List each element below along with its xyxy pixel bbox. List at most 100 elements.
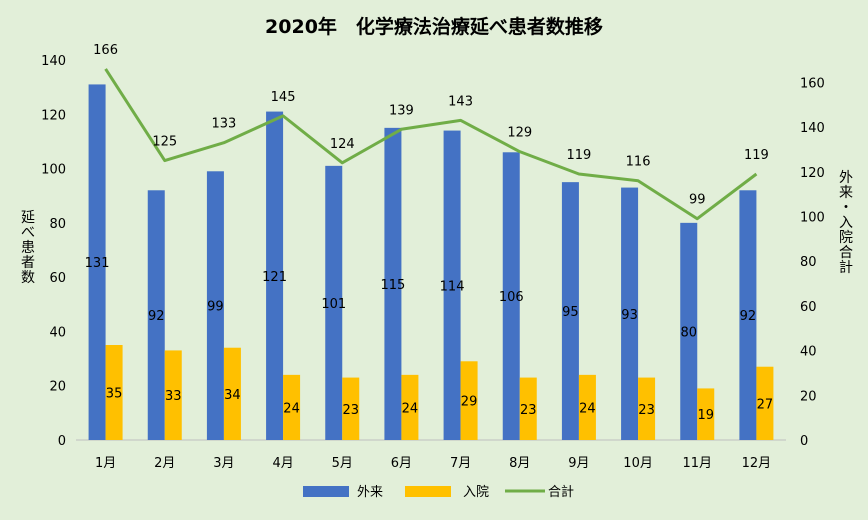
bar-outpatient xyxy=(502,152,520,441)
legend-swatch-outpatient xyxy=(303,486,349,497)
inpatient-value-label: 19 xyxy=(697,408,714,423)
x-tick-label: 5月 xyxy=(332,456,353,471)
legend-swatch-inpatient xyxy=(405,486,451,497)
x-tick-label: 3月 xyxy=(213,456,234,471)
x-tick-label: 12月 xyxy=(742,456,772,471)
y2-tick-label: 140 xyxy=(800,121,825,136)
total-value-label: 119 xyxy=(567,148,592,163)
x-tick-label: 9月 xyxy=(568,456,589,471)
legend-label-inpatient: 入院 xyxy=(463,485,489,500)
outpatient-value-label: 131 xyxy=(85,256,110,271)
total-value-label: 166 xyxy=(93,43,118,58)
inpatient-value-label: 24 xyxy=(283,401,300,416)
x-tick-label: 6月 xyxy=(391,456,412,471)
total-value-label: 124 xyxy=(330,137,355,152)
x-tick-label: 4月 xyxy=(272,456,293,471)
bar-outpatient xyxy=(266,111,284,441)
outpatient-value-label: 115 xyxy=(381,278,406,293)
bar-outpatient xyxy=(621,187,639,440)
bar-inpatient xyxy=(164,350,182,440)
y-tick-label: 20 xyxy=(49,380,66,395)
outpatient-value-label: 121 xyxy=(262,270,287,285)
y2-axis-title: 外来・入院合計 xyxy=(839,170,853,276)
total-value-label: 119 xyxy=(744,148,769,163)
total-value-label: 143 xyxy=(448,94,473,109)
outpatient-value-label: 95 xyxy=(562,305,579,320)
bar-outpatient xyxy=(325,165,343,440)
outpatient-value-label: 80 xyxy=(680,325,697,340)
y2-tick-label: 100 xyxy=(800,210,825,225)
bar-outpatient xyxy=(561,182,579,440)
total-value-label: 129 xyxy=(507,126,532,141)
legend-label-outpatient: 外来 xyxy=(357,485,383,500)
outpatient-value-label: 99 xyxy=(207,300,224,315)
bar-inpatient xyxy=(223,347,241,440)
total-line-path xyxy=(104,68,758,221)
bar-outpatient xyxy=(680,222,698,440)
bar-inpatient xyxy=(697,388,715,440)
bars xyxy=(88,84,774,441)
inpatient-value-label: 24 xyxy=(579,401,596,416)
outpatient-value-label: 106 xyxy=(499,290,524,305)
y2-tick-label: 40 xyxy=(800,345,817,360)
bar-inpatient xyxy=(105,345,123,440)
bar-inpatient xyxy=(756,366,774,440)
y2-tick-label: 0 xyxy=(800,434,808,449)
x-tick-label: 2月 xyxy=(154,456,175,471)
y2-tick-label: 60 xyxy=(800,300,817,315)
bar-inpatient xyxy=(460,361,478,440)
axes: 0 20 40 60 80 100 120 140 0 20 40 60 80 100 120 140 160 1… xyxy=(21,54,853,471)
y2-tick-label: 160 xyxy=(800,76,825,91)
y2-tick-label: 120 xyxy=(800,166,825,181)
inpatient-value-label: 35 xyxy=(106,387,123,402)
y-tick-label: 0 xyxy=(58,434,66,449)
chart-title: 2020年 化学療法治療延べ患者数推移 xyxy=(265,15,603,38)
inpatient-value-label: 27 xyxy=(757,397,774,412)
inpatient-value-label: 33 xyxy=(165,389,182,404)
outpatient-value-label: 101 xyxy=(321,297,346,312)
total-value-label: 133 xyxy=(212,117,237,132)
y-tick-label: 100 xyxy=(41,163,66,178)
inpatient-value-label: 23 xyxy=(342,403,359,418)
inpatient-value-label: 34 xyxy=(224,388,241,403)
inpatient-value-label: 23 xyxy=(520,403,537,418)
bar-inpatient xyxy=(578,374,596,440)
x-tick-label: 11月 xyxy=(682,456,712,471)
outpatient-value-label: 93 xyxy=(621,308,638,323)
total-line xyxy=(104,68,758,221)
legend: 外来 入院 合計 xyxy=(303,484,574,500)
y-tick-label: 80 xyxy=(49,217,66,232)
bar-inpatient xyxy=(519,377,537,440)
bar-outpatient xyxy=(88,84,106,440)
bar-outpatient xyxy=(443,130,461,441)
total-value-label: 99 xyxy=(689,193,706,208)
data-labels: 131 92 99 121 101 115 114 106 95 93 80 92 35 33 34 24 23… xyxy=(85,43,774,423)
y-tick-label: 60 xyxy=(49,271,66,286)
bar-outpatient xyxy=(739,190,757,440)
y2-tick-label: 80 xyxy=(800,255,817,270)
x-tick-label: 10月 xyxy=(623,456,653,471)
y2-tick-label: 20 xyxy=(800,389,817,404)
x-tick-label: 7月 xyxy=(450,456,471,471)
bar-outpatient xyxy=(206,171,224,441)
y-tick-label: 120 xyxy=(41,108,66,123)
total-value-label: 139 xyxy=(389,103,414,118)
total-value-label: 145 xyxy=(271,90,296,105)
inpatient-value-label: 29 xyxy=(461,395,478,410)
total-value-label: 125 xyxy=(152,135,177,150)
bar-inpatient xyxy=(638,377,656,440)
outpatient-value-label: 92 xyxy=(148,309,165,324)
x-tick-label: 1月 xyxy=(95,456,116,471)
y-tick-label: 40 xyxy=(49,325,66,340)
y-tick-label: 140 xyxy=(41,54,66,69)
bar-outpatient xyxy=(384,127,402,440)
outpatient-value-label: 114 xyxy=(440,279,465,294)
total-value-label: 116 xyxy=(626,155,651,170)
inpatient-value-label: 24 xyxy=(402,401,419,416)
x-tick-label: 8月 xyxy=(509,456,530,471)
legend-label-total: 合計 xyxy=(548,484,574,500)
inpatient-value-label: 23 xyxy=(638,403,655,418)
y-axis-title: 延べ患者数 xyxy=(21,210,35,286)
